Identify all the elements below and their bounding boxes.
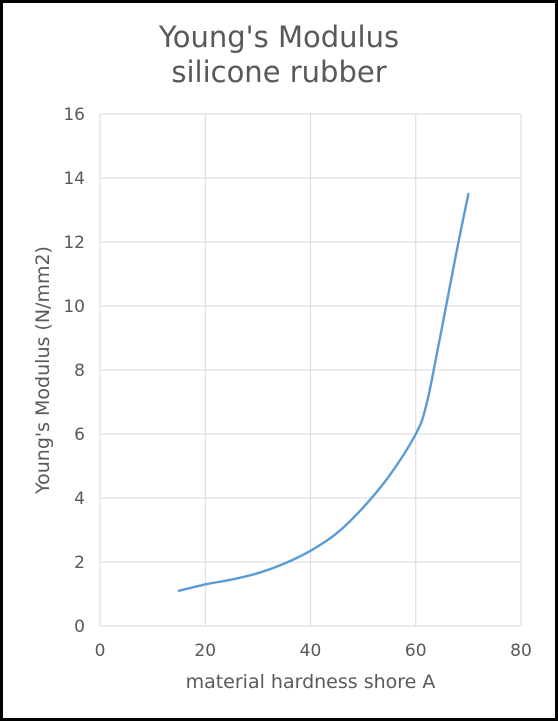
series-group bbox=[177, 192, 470, 592]
y-tick-label: 14 bbox=[63, 169, 85, 189]
y-tick-label: 10 bbox=[63, 297, 85, 317]
chart-title: Young's Modulus bbox=[158, 20, 400, 54]
y-tick-label: 12 bbox=[63, 233, 85, 253]
horizontal-gridlines bbox=[100, 113, 521, 627]
y-tick-label: 2 bbox=[74, 553, 85, 573]
chart-subtitle: silicone rubber bbox=[171, 55, 387, 89]
series-line bbox=[177, 192, 470, 592]
y-tick-label: 8 bbox=[74, 361, 85, 381]
y-tick-label: 16 bbox=[63, 105, 85, 125]
y-tick-label: 4 bbox=[74, 489, 85, 509]
y-axis-tick-labels: 0 2 4 6 8 10 12 14 16 bbox=[63, 105, 85, 637]
y-tick-label: 6 bbox=[74, 425, 85, 445]
y-tick-label: 0 bbox=[74, 617, 85, 637]
y-axis-title: Young's Modulus (N/mm2) bbox=[32, 246, 54, 495]
x-axis-title: material hardness shore A bbox=[186, 671, 436, 693]
x-tick-label: 80 bbox=[510, 641, 532, 661]
x-tick-label: 0 bbox=[95, 641, 106, 661]
x-axis-tick-labels: 0 20 40 60 80 bbox=[95, 641, 532, 661]
x-tick-label: 40 bbox=[300, 641, 322, 661]
x-tick-label: 60 bbox=[405, 641, 427, 661]
x-tick-label: 20 bbox=[194, 641, 216, 661]
